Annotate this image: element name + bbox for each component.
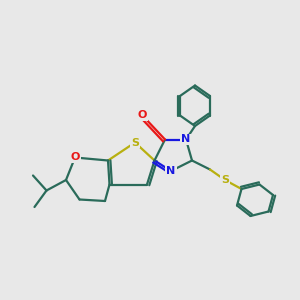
Text: N: N (182, 134, 190, 145)
Text: N: N (167, 166, 176, 176)
Text: O: O (70, 152, 80, 163)
Text: S: S (221, 175, 229, 185)
Text: S: S (131, 137, 139, 148)
Text: O: O (138, 110, 147, 121)
